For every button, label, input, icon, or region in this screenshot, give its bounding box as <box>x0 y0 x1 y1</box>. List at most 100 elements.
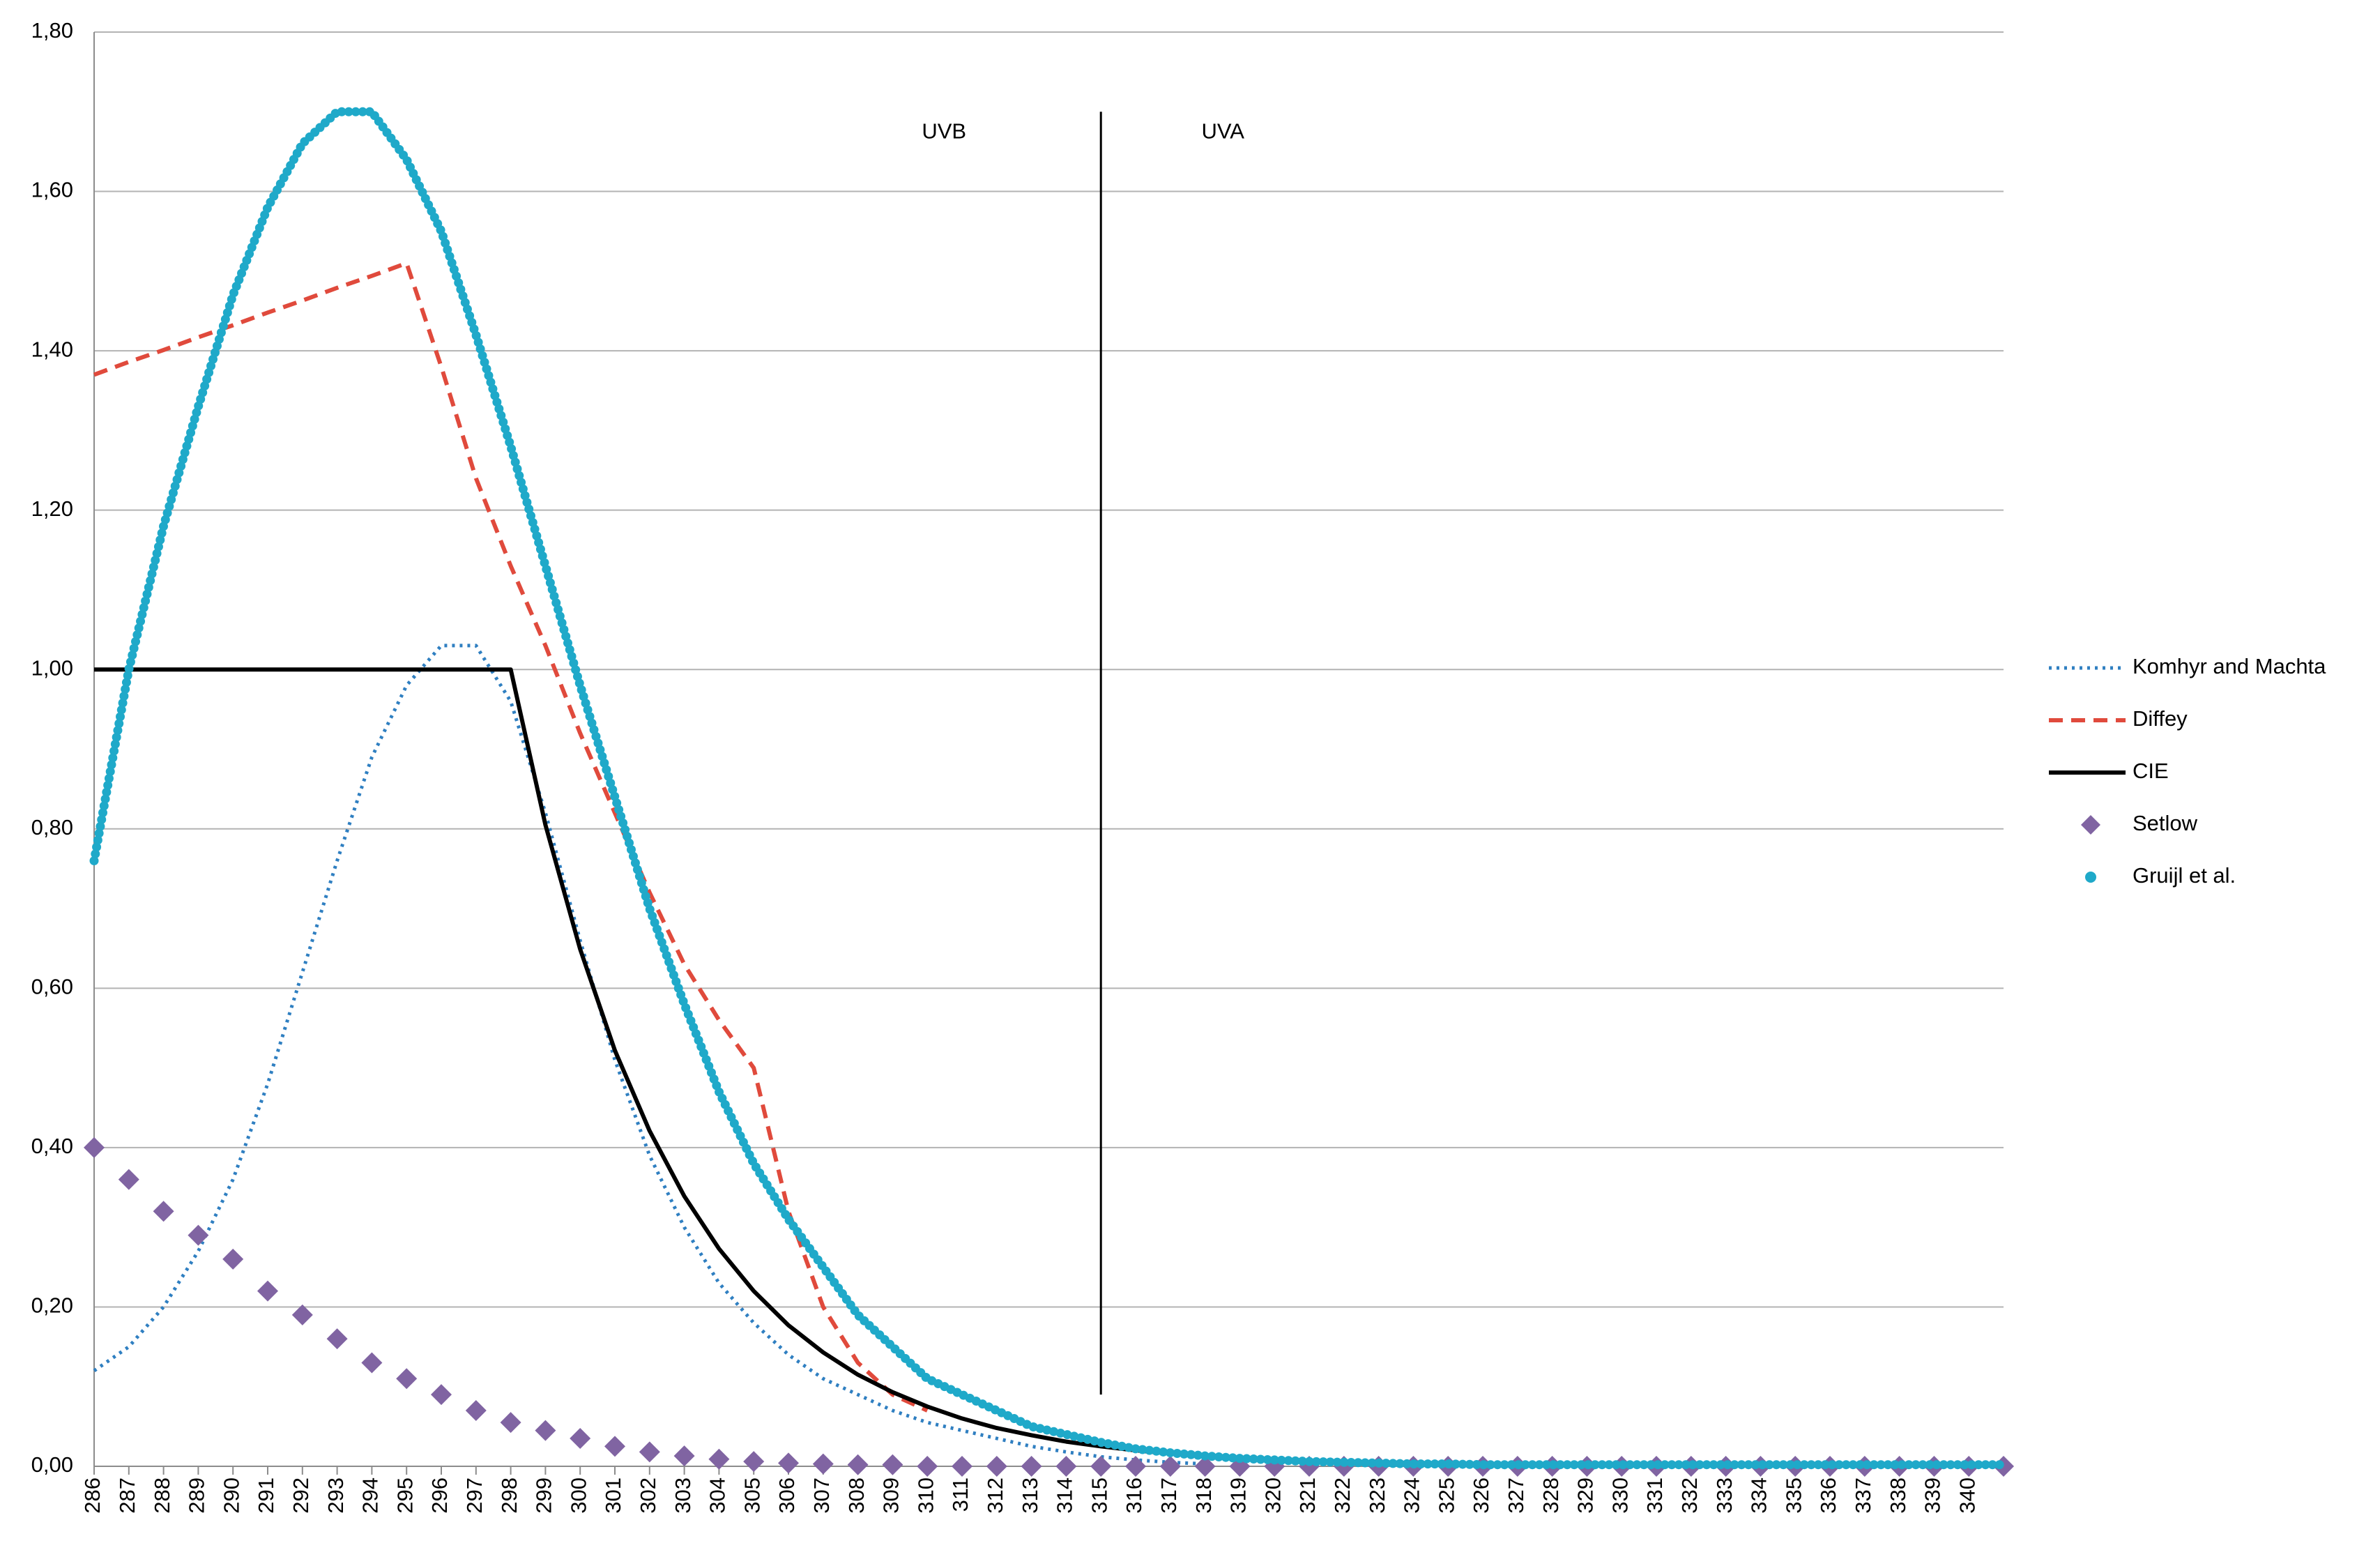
point <box>396 1368 418 1390</box>
point <box>882 1454 903 1475</box>
x-tick-label: 322 <box>1330 1477 1355 1514</box>
point <box>847 1454 869 1475</box>
x-tick-label: 306 <box>775 1477 799 1514</box>
point <box>153 1201 174 1222</box>
legend-label: Diffey <box>2133 706 2188 731</box>
legend-label: Gruijl et al. <box>2133 863 2236 888</box>
series-line <box>94 667 2004 1468</box>
x-tick-label: 330 <box>1608 1477 1632 1514</box>
x-tick-label: 331 <box>1642 1477 1667 1514</box>
x-tick-label: 310 <box>913 1477 938 1514</box>
point <box>1194 1456 1216 1477</box>
legend-label: Setlow <box>2133 811 2198 835</box>
point <box>188 1224 209 1246</box>
series-line <box>93 644 1205 1466</box>
point <box>222 1248 244 1270</box>
x-tick-label: 328 <box>1539 1477 1563 1514</box>
point <box>291 1304 313 1325</box>
x-tick-label: 303 <box>671 1477 695 1514</box>
x-tick-label: 288 <box>150 1477 174 1514</box>
point <box>1125 1456 1146 1477</box>
y-tick-label: 0,20 <box>31 1293 73 1318</box>
x-tick-label: 321 <box>1295 1477 1320 1514</box>
x-tick-label: 323 <box>1365 1477 1389 1514</box>
x-tick-label: 319 <box>1226 1477 1251 1514</box>
x-tick-label: 317 <box>1157 1477 1181 1514</box>
diamond-marker <box>2081 815 2100 835</box>
x-tick-label: 289 <box>185 1477 209 1514</box>
point <box>118 1169 139 1190</box>
series-line <box>93 261 929 1413</box>
x-tick-label: 307 <box>809 1477 834 1514</box>
point <box>986 1456 1007 1477</box>
point <box>535 1420 556 1441</box>
x-tick-label: 339 <box>1921 1477 1945 1514</box>
point <box>952 1456 972 1477</box>
point <box>570 1428 591 1450</box>
x-tick-label: 302 <box>636 1477 660 1514</box>
point <box>708 1448 730 1470</box>
legend-dot <box>2085 872 2096 883</box>
y-tick-label: 1,80 <box>31 18 73 43</box>
x-tick-label: 301 <box>601 1477 625 1514</box>
point <box>673 1445 695 1467</box>
annotation: UVA <box>1201 119 1244 143</box>
x-tick-label: 299 <box>532 1477 556 1514</box>
x-tick-label: 293 <box>323 1477 348 1514</box>
x-tick-label: 333 <box>1712 1477 1737 1514</box>
x-tick-label: 314 <box>1053 1477 1077 1514</box>
legend-item: CIE <box>2049 759 2169 783</box>
x-tick-label: 312 <box>983 1477 1007 1514</box>
x-tick-label: 287 <box>115 1477 139 1514</box>
point <box>917 1456 938 1477</box>
x-tick-label: 318 <box>1191 1477 1216 1514</box>
point <box>1021 1456 1042 1477</box>
y-tick-label: 0,60 <box>31 975 73 999</box>
x-tick-label: 291 <box>254 1477 278 1514</box>
point <box>1055 1456 1077 1477</box>
y-tick-label: 1,40 <box>31 337 73 361</box>
x-tick-label: 309 <box>879 1477 903 1514</box>
y-tick-label: 0,80 <box>31 815 73 839</box>
point <box>812 1453 834 1475</box>
legend-item: Setlow <box>2081 811 2198 835</box>
x-tick-label: 308 <box>844 1477 869 1514</box>
point <box>1159 1456 1181 1477</box>
x-tick-label: 326 <box>1469 1477 1493 1514</box>
legend-item: Gruijl et al. <box>2085 863 2236 888</box>
x-tick-label: 305 <box>740 1477 764 1514</box>
x-tick-label: 311 <box>948 1477 972 1512</box>
point <box>84 1137 105 1158</box>
point <box>604 1436 625 1457</box>
x-tick-label: 316 <box>1122 1477 1146 1514</box>
x-tick-label: 337 <box>1851 1477 1875 1514</box>
x-tick-label: 320 <box>1260 1477 1285 1514</box>
x-tick-label: 324 <box>1400 1477 1424 1514</box>
x-tick-label: 297 <box>462 1477 487 1514</box>
point <box>257 1280 278 1302</box>
x-tick-label: 315 <box>1087 1477 1111 1514</box>
x-tick-label: 338 <box>1886 1477 1910 1514</box>
x-tick-label: 325 <box>1434 1477 1458 1514</box>
point <box>465 1400 487 1422</box>
legend-item: Diffey <box>2049 706 2188 731</box>
point <box>500 1412 521 1434</box>
annotation: UVB <box>922 119 966 143</box>
point <box>361 1352 383 1374</box>
series-line <box>89 107 2008 1470</box>
point <box>639 1441 660 1463</box>
x-tick-label: 335 <box>1781 1477 1806 1514</box>
x-tick-label: 304 <box>705 1477 730 1514</box>
legend-label: CIE <box>2133 759 2169 783</box>
legend-label: Komhyr and Machta <box>2133 654 2326 678</box>
point <box>743 1451 765 1473</box>
x-tick-label: 295 <box>392 1477 417 1514</box>
point <box>326 1328 348 1350</box>
x-tick-label: 334 <box>1747 1477 1771 1514</box>
point <box>778 1452 799 1474</box>
x-tick-label: 336 <box>1816 1477 1840 1514</box>
x-tick-label: 292 <box>289 1477 313 1514</box>
x-tick-label: 329 <box>1573 1477 1598 1514</box>
x-tick-label: 327 <box>1504 1477 1528 1514</box>
